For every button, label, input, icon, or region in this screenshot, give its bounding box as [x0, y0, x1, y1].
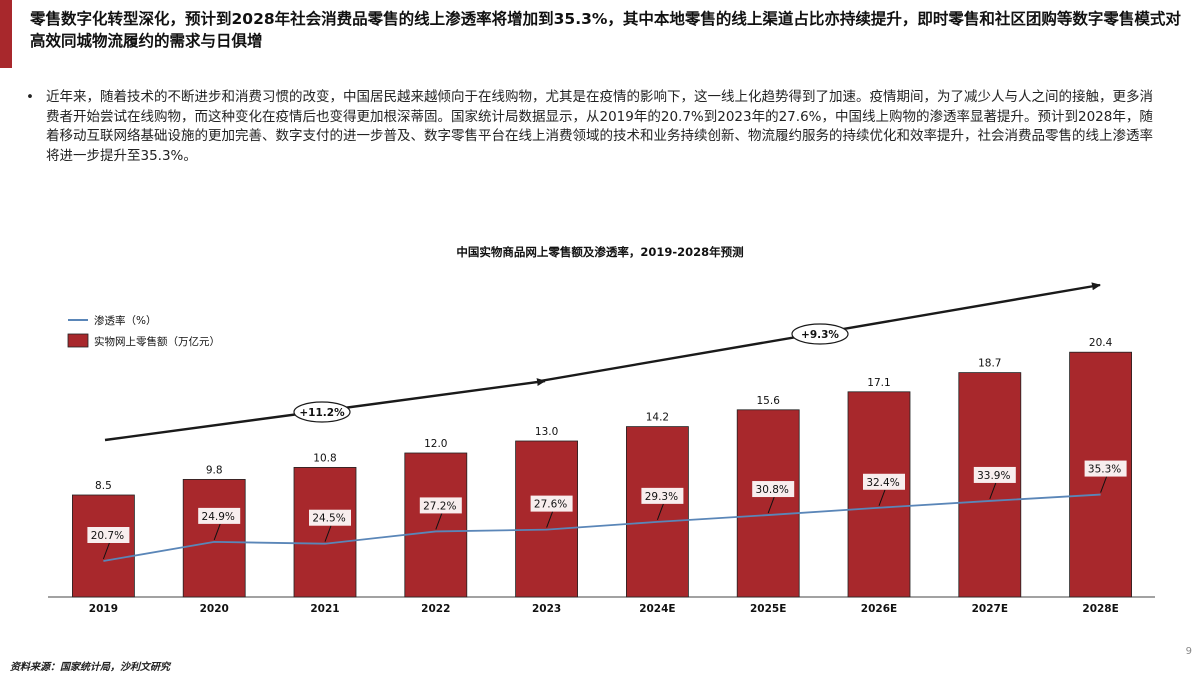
line-label-leader-2020: [213, 523, 221, 541]
bullet-icon: •: [26, 89, 34, 105]
cagr-label-1: +11.2%: [299, 407, 345, 419]
line-value-label-2024E: 29.3%: [645, 491, 678, 503]
x-tick-label-2025E: 2025E: [750, 603, 786, 615]
line-label-bg-2021: [309, 509, 351, 526]
line-value-label-2026E: 32.4%: [866, 477, 899, 489]
line-label-leader-2027E: [989, 482, 997, 500]
page-headline: 零售数字化转型深化，预计到2028年社会消费品零售的线上渗透率将增加到35.3%…: [30, 10, 1181, 50]
bar-value-label-2019: 8.5: [95, 480, 112, 492]
x-tick-label-2019: 2019: [89, 603, 118, 615]
accent-bar: [0, 0, 12, 68]
line-label-leader-2024E: [656, 503, 664, 521]
bar-value-label-2025E: 15.6: [757, 395, 781, 407]
x-tick-label-2027E: 2027E: [972, 603, 1008, 615]
bar-value-label-2022: 12.0: [424, 438, 447, 450]
source-note: 资料来源：国家统计局，沙利文研究: [10, 662, 170, 673]
bullet-paragraph: • 近年来，随着技术的不断进步和消费习惯的改变，中国居民越来越倾向于在线购物，尤…: [26, 88, 1166, 166]
line-label-bg-2027E: [973, 466, 1016, 483]
line-label-leader-2021: [324, 525, 332, 542]
line-label-leader-2028E: [1100, 476, 1108, 493]
line-label-bg-2025E: [752, 481, 795, 498]
bar-2019: [72, 494, 135, 598]
line-value-label-2021: 24.5%: [312, 513, 345, 525]
line-value-label-2025E: 30.8%: [756, 484, 789, 496]
bar-value-label-2021: 10.8: [313, 452, 336, 464]
x-tick-label-2021: 2021: [310, 603, 339, 615]
chart: +11.2% +9.3% 8.5 2019 9.8 2020 10.8 2021 12.0 20…: [48, 282, 1155, 615]
line-label-bg-2028E: [1084, 460, 1127, 477]
legend-bar-label: 实物网上零售额（万亿元）: [94, 335, 220, 348]
cagr-badge-1: [293, 401, 351, 423]
bar-value-label-2020: 9.8: [206, 464, 223, 476]
line-value-label-2023: 27.6%: [534, 499, 567, 511]
bar-2026E: [847, 391, 911, 598]
line-label-leader-2023: [546, 511, 554, 528]
line-value-label-2019: 20.7%: [91, 530, 124, 542]
x-tick-label-2026E: 2026E: [861, 603, 897, 615]
line-value-label-2022: 27.2%: [423, 500, 456, 512]
bar-2024E: [626, 426, 689, 598]
bar-value-label-2026E: 17.1: [867, 377, 890, 389]
legend-line-label: 渗透率（%）: [94, 314, 156, 327]
line-label-leader-2026E: [878, 489, 886, 506]
line-label-bg-2023: [530, 495, 573, 512]
line-value-label-2028E: 35.3%: [1088, 464, 1121, 476]
chart-title: 中国实物商品网上零售额及渗透率，2019-2028年预测: [456, 245, 744, 259]
bar-value-label-2028E: 20.4: [1089, 337, 1113, 349]
bar-2021: [293, 466, 357, 598]
line-label-leader-2025E: [767, 496, 775, 514]
bar-value-label-2027E: 18.7: [978, 358, 1001, 370]
legend-bar-swatch: [67, 333, 89, 348]
line-value-label-2020: 24.9%: [202, 511, 235, 523]
line-value-label-2027E: 33.9%: [977, 470, 1010, 482]
x-tick-label-2024E: 2024E: [639, 603, 675, 615]
x-tick-label-2023: 2023: [532, 603, 561, 615]
line-label-bg-2019: [87, 527, 130, 543]
cagr-label-2: +9.3%: [801, 329, 839, 341]
page-number: 9: [1185, 646, 1192, 657]
cagr-badge-2: [791, 323, 849, 345]
bar-2025E: [736, 409, 800, 598]
bar-2022: [404, 452, 468, 598]
x-tick-label-2028E: 2028E: [1082, 603, 1118, 615]
line-label-bg-2022: [419, 497, 462, 514]
x-tick-label-2022: 2022: [421, 603, 450, 615]
line-label-leader-2022: [435, 513, 443, 530]
x-tick-label-2020: 2020: [200, 603, 229, 615]
bar-2020: [182, 478, 246, 598]
line-label-leader-2019: [102, 542, 110, 560]
bar-value-label-2023: 13.0: [535, 426, 558, 438]
line-label-bg-2020: [198, 507, 241, 524]
line-label-bg-2026E: [863, 473, 905, 490]
bar-2027E: [958, 372, 1022, 598]
bar-2023: [515, 440, 578, 598]
bar-value-label-2024E: 14.2: [646, 412, 669, 424]
line-label-bg-2024E: [641, 487, 684, 504]
penetration-line: [103, 493, 1101, 562]
bullet-text: 近年来，随着技术的不断进步和消费习惯的改变，中国居民越来越倾向于在线购物，尤其是…: [46, 89, 1153, 164]
